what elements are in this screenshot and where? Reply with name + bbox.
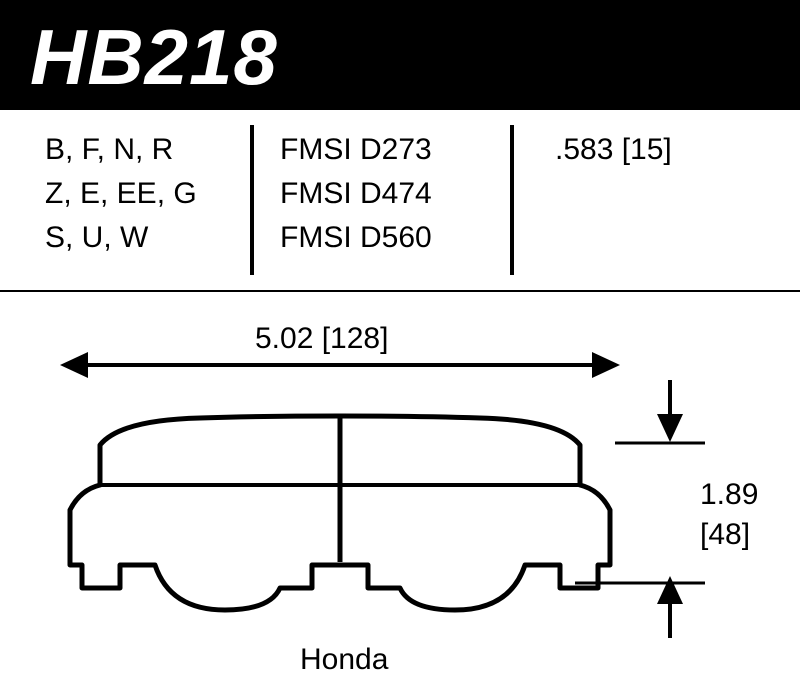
- row-divider: [0, 290, 800, 292]
- compounds-line: B, F, N, R: [45, 128, 197, 172]
- fmsi-line: FMSI D474: [280, 172, 432, 216]
- part-number: HB218: [30, 12, 278, 103]
- fmsi-line: FMSI D560: [280, 216, 432, 260]
- fmsi-list: FMSI D273 FMSI D474 FMSI D560: [280, 128, 432, 260]
- height-ext-bottom: [575, 578, 705, 588]
- brake-pad-outline: [60, 410, 620, 640]
- spec-sheet: HB218 B, F, N, R Z, E, EE, G S, U, W FMS…: [0, 0, 800, 691]
- height-arrow: [640, 380, 700, 640]
- col-divider-2: [510, 125, 514, 275]
- col-divider-1: [250, 125, 254, 275]
- brand-label: Honda: [300, 643, 388, 677]
- thickness-value: .583 [15]: [555, 128, 672, 172]
- height-ext-top: [615, 438, 705, 448]
- compounds-list: B, F, N, R Z, E, EE, G S, U, W: [45, 128, 197, 260]
- brake-pad-diagram: 5.02 [128]: [0, 300, 800, 691]
- compounds-line: S, U, W: [45, 216, 197, 260]
- height-value: 1.89: [700, 475, 758, 515]
- height-value-mm: [48]: [700, 515, 758, 555]
- width-arrow: [60, 340, 620, 390]
- height-dimension-label: 1.89 [48]: [700, 475, 758, 555]
- compounds-line: Z, E, EE, G: [45, 172, 197, 216]
- fmsi-line: FMSI D273: [280, 128, 432, 172]
